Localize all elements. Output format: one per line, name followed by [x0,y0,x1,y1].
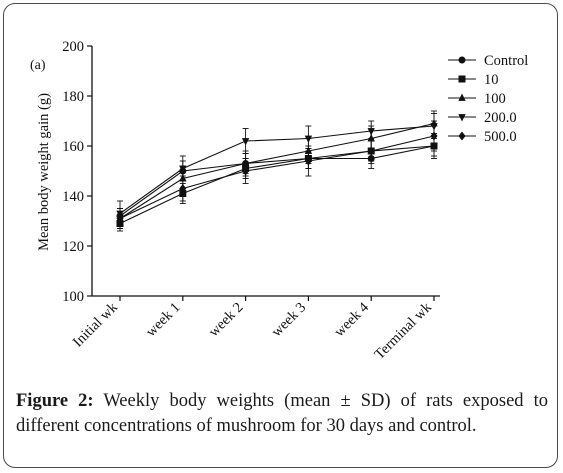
y-tick-label: 180 [62,89,84,105]
error-bars [117,110,437,232]
figure-caption: Figure 2: Weekly body weights (mean ± SD… [16,389,548,439]
legend-marker [458,75,466,83]
legend-label: 500.0 [484,129,517,145]
y-tick-label: 120 [62,239,84,255]
x-tick-label: Terminal wk [372,299,436,363]
legend-label: 100 [484,91,506,107]
series-line-1 [119,145,435,224]
legend-marker [458,131,466,141]
x-tick-label: Initial wk [70,299,121,350]
x-tick-label: week 1 [143,300,184,341]
y-tick-label: 160 [62,139,84,155]
data-point [367,146,375,156]
data-point [116,214,124,223]
legend-label: 10 [484,72,499,88]
data-point [179,174,187,182]
chart-axes [91,46,440,297]
data-point [241,138,250,146]
data-point [179,184,187,193]
y-tick-label: 200 [62,39,84,55]
legend-label: Control [484,53,528,69]
y-axis-ticks: 100 120 140 160 180 200 [62,39,92,305]
caption-label: Figure 2: [16,391,94,411]
legend: Control 10 100 200.0 500.0 [448,53,528,145]
data-point [304,156,312,166]
series-line-0 [119,145,435,217]
data-point [367,128,375,136]
data-series [116,119,438,228]
y-tick-label: 100 [62,289,84,305]
caption-text: Weekly body weights (mean ± SD) of rats … [16,391,549,436]
legend-marker [458,93,466,101]
line-chart: 100 120 140 160 180 200 Initial wk week 1 week … [30,39,528,363]
x-tick-label: week 4 [331,299,372,340]
x-axis-ticks: Initial wk week 1 week 2 week 3 week 4 Termin… [70,296,435,363]
series-line-2 [119,122,435,219]
data-point [304,146,313,154]
legend-label: 200.0 [484,110,517,126]
x-tick-label: week 2 [206,300,247,341]
y-tick-label: 140 [62,189,84,205]
x-tick-label: week 3 [269,300,310,341]
data-point [430,131,438,141]
figure-frame [3,3,558,468]
series-line-3 [119,125,435,214]
legend-marker [458,56,466,64]
data-point [367,134,375,142]
data-point [241,159,250,167]
data-point [430,142,438,150]
data-point [242,166,250,176]
data-point [367,155,375,163]
data-point [430,123,438,131]
data-point [304,135,313,143]
y-axis-label: Mean body weight gain (g) [36,93,52,251]
panel-label: (a) [30,58,46,73]
data-point [179,165,187,173]
series-line-4 [119,135,435,219]
legend-marker [458,114,466,122]
